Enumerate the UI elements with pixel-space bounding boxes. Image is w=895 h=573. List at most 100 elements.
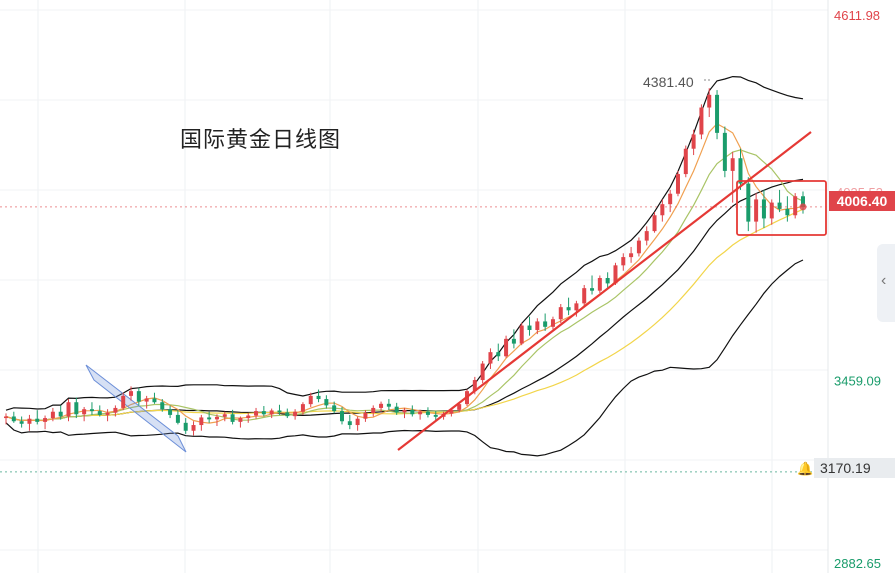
candle-body-24 xyxy=(191,425,196,431)
candle-body-14 xyxy=(113,407,118,413)
y-tick-label-2: 2882.65 xyxy=(834,556,881,571)
candle-body-102 xyxy=(801,196,805,208)
candle-body-36 xyxy=(285,412,290,417)
support-price-label: 3170.19 xyxy=(820,460,871,476)
candle-body-67 xyxy=(527,325,532,330)
candle-body-90 xyxy=(707,94,712,108)
candle-body-13 xyxy=(105,412,110,415)
candle-body-22 xyxy=(175,414,180,423)
candle-body-57 xyxy=(449,409,454,414)
bell-icon[interactable]: 🔔 xyxy=(797,461,814,476)
candle-body-77 xyxy=(605,278,610,284)
candle-body-0 xyxy=(4,416,8,419)
candle-body-45 xyxy=(355,418,360,426)
candle-body-93 xyxy=(730,158,735,171)
consolidation-box xyxy=(736,180,827,236)
candle-body-81 xyxy=(636,240,641,254)
candle-body-27 xyxy=(214,416,219,420)
collapse-panel-tab[interactable]: ‹ xyxy=(877,244,895,322)
candle-body-55 xyxy=(433,414,438,417)
candle-body-26 xyxy=(207,417,212,420)
candle-body-44 xyxy=(347,421,352,426)
candle-body-31 xyxy=(246,415,251,419)
candle-body-50 xyxy=(394,406,399,413)
candle-body-46 xyxy=(363,413,368,419)
candle-body-86 xyxy=(675,174,680,194)
candle-body-30 xyxy=(238,418,243,422)
candle-body-32 xyxy=(254,411,259,416)
candle-body-95 xyxy=(746,183,751,222)
candle-body-5 xyxy=(43,418,48,422)
candle-body-73 xyxy=(574,303,579,311)
candle-body-12 xyxy=(97,411,102,415)
boll-mid-line xyxy=(5,178,804,422)
candle-body-39 xyxy=(308,395,313,405)
candle-body-33 xyxy=(261,411,266,415)
candle-body-21 xyxy=(168,409,173,415)
candle-body-82 xyxy=(644,231,649,241)
candle-body-23 xyxy=(183,422,188,431)
candle-body-47 xyxy=(371,407,376,414)
candle-body-11 xyxy=(89,409,94,412)
candle-body-74 xyxy=(582,288,587,304)
candle-body-35 xyxy=(277,410,282,413)
ma-long-line xyxy=(5,208,804,422)
candle-body-37 xyxy=(293,411,298,417)
candle-body-15 xyxy=(121,395,126,408)
candle-body-48 xyxy=(379,403,384,408)
candle-body-100 xyxy=(785,208,790,216)
candle-body-2 xyxy=(19,421,24,424)
support-price-badge[interactable]: 🔔 3170.19 xyxy=(797,458,895,478)
candle-body-41 xyxy=(324,399,329,406)
boll-lower-line xyxy=(5,259,804,457)
candle-body-58 xyxy=(457,404,462,410)
candle-body-51 xyxy=(402,409,407,413)
candle-body-80 xyxy=(629,253,634,258)
candle-body-9 xyxy=(74,402,79,415)
candle-body-101 xyxy=(793,196,798,216)
candle-body-72 xyxy=(566,307,571,311)
candle-body-16 xyxy=(129,391,134,396)
candle-body-98 xyxy=(769,202,774,219)
candle-body-10 xyxy=(82,409,87,415)
candle-body-43 xyxy=(339,411,344,422)
candle-body-96 xyxy=(754,199,759,222)
uptrend-line xyxy=(397,131,812,451)
ma-short-line xyxy=(5,122,804,424)
candle-body-8 xyxy=(66,402,71,417)
candle-body-61 xyxy=(480,363,485,381)
current-price-dot xyxy=(799,203,807,211)
candle-body-52 xyxy=(410,409,415,415)
candle-body-28 xyxy=(222,414,227,417)
candle-body-18 xyxy=(144,398,149,402)
candle-body-68 xyxy=(535,321,540,330)
candle-body-42 xyxy=(332,405,337,412)
current-price-badge: 4006.40 xyxy=(829,191,895,211)
candle-body-84 xyxy=(660,204,665,216)
candle-body-4 xyxy=(35,418,40,422)
candle-body-99 xyxy=(777,202,782,209)
candle-body-83 xyxy=(652,215,657,232)
candle-body-70 xyxy=(550,319,555,327)
candle-body-49 xyxy=(386,403,391,407)
candle-body-60 xyxy=(472,380,477,392)
y-tick-label-1: 3459.09 xyxy=(834,373,881,388)
candle-body-34 xyxy=(269,410,274,415)
candle-body-62 xyxy=(488,352,493,364)
candle-body-97 xyxy=(761,199,766,219)
candle-body-1 xyxy=(11,416,16,422)
candle-body-40 xyxy=(316,395,321,400)
chevron-left-icon: ‹ xyxy=(881,272,887,289)
candle-body-92 xyxy=(722,132,727,171)
candle-body-87 xyxy=(683,148,688,175)
candle-body-89 xyxy=(699,107,704,135)
candle-body-76 xyxy=(597,278,602,291)
candle-body-64 xyxy=(504,338,509,357)
channel-band xyxy=(85,364,187,453)
candle-body-71 xyxy=(558,307,563,320)
candle-body-20 xyxy=(160,402,165,410)
candle-body-25 xyxy=(199,417,204,426)
candle-body-65 xyxy=(511,338,516,344)
candle-body-91 xyxy=(715,94,720,133)
